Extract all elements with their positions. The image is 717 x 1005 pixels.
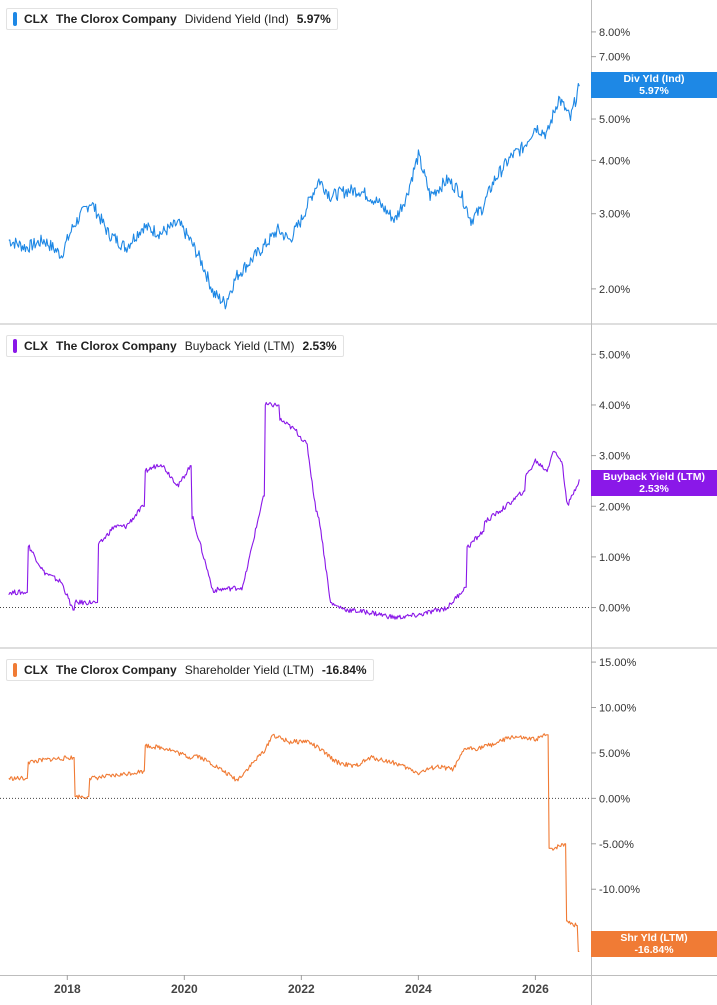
y-tick-label: 0.00% (599, 793, 630, 805)
panel-2-last-value-tag: Buyback Yield (LTM) 2.53% (591, 470, 717, 496)
panel-2-metric: Buyback Yield (LTM) (184, 339, 295, 353)
y-tick-label: 15.00% (599, 657, 637, 669)
panel-1-color-bar (13, 12, 17, 26)
series-line-3 (8, 733, 580, 952)
y-tick-label: 3.00% (599, 209, 630, 221)
panel-1-tag-value: 5.97% (639, 85, 669, 97)
panel-2-tag-label: Buyback Yield (LTM) (603, 471, 705, 483)
series-line-1 (8, 82, 580, 310)
y-tick-label: 3.00% (599, 451, 630, 463)
panel-1-tag-label: Div Yld (Ind) (623, 73, 685, 85)
panel-3-metric: Shareholder Yield (LTM) (184, 663, 314, 677)
panel-2-company: The Clorox Company (56, 339, 177, 353)
panel-2-legend[interactable]: CLX The Clorox Company Buyback Yield (LT… (6, 335, 344, 357)
y-tick-label: 8.00% (599, 27, 630, 39)
x-tick-label: 2020 (171, 982, 198, 996)
y-tick-label: 0.00% (599, 603, 630, 615)
y-tick-label: 5.00% (599, 748, 630, 760)
panel-1-ticker: CLX (24, 12, 48, 26)
panel-2-ticker: CLX (24, 339, 48, 353)
panel-3-legend[interactable]: CLX The Clorox Company Shareholder Yield… (6, 659, 374, 681)
panel-3-last-value-tag: Shr Yld (LTM) -16.84% (591, 931, 717, 957)
panel-2-color-bar (13, 339, 17, 353)
x-tick-label: 2024 (405, 982, 432, 996)
y-tick-label: 4.00% (599, 400, 630, 412)
y-tick-label: 2.00% (599, 501, 630, 513)
y-tick-label: 7.00% (599, 52, 630, 64)
y-tick-label: -5.00% (599, 839, 634, 851)
x-tick-label: 2018 (54, 982, 81, 996)
panel-2-tag-value: 2.53% (639, 483, 669, 495)
panel-1-value: 5.97% (296, 12, 331, 26)
x-tick-label: 2022 (288, 982, 315, 996)
panel-3-value: -16.84% (321, 663, 367, 677)
y-tick-label: 2.00% (599, 284, 630, 296)
y-tick-label: -10.00% (599, 884, 640, 896)
panel-1-last-value-tag: Div Yld (Ind) 5.97% (591, 72, 717, 98)
series-line-2 (8, 401, 580, 620)
x-tick-label: 2026 (522, 982, 549, 996)
panel-1-legend[interactable]: CLX The Clorox Company Dividend Yield (I… (6, 8, 338, 30)
panel-3-ticker: CLX (24, 663, 48, 677)
panel-1-metric: Dividend Yield (Ind) (184, 12, 289, 26)
panel-3-tag-value: -16.84% (634, 944, 674, 956)
y-tick-label: 5.00% (599, 349, 630, 361)
y-tick-label: 1.00% (599, 552, 630, 564)
y-tick-label: 10.00% (599, 703, 637, 715)
panel-2-value: 2.53% (302, 339, 337, 353)
panel-3-tag-label: Shr Yld (LTM) (620, 932, 688, 944)
panel-3-color-bar (13, 663, 17, 677)
y-tick-label: 4.00% (599, 155, 630, 167)
y-tick-label: 5.00% (599, 114, 630, 126)
panel-1-company: The Clorox Company (56, 12, 177, 26)
panel-3-company: The Clorox Company (56, 663, 177, 677)
